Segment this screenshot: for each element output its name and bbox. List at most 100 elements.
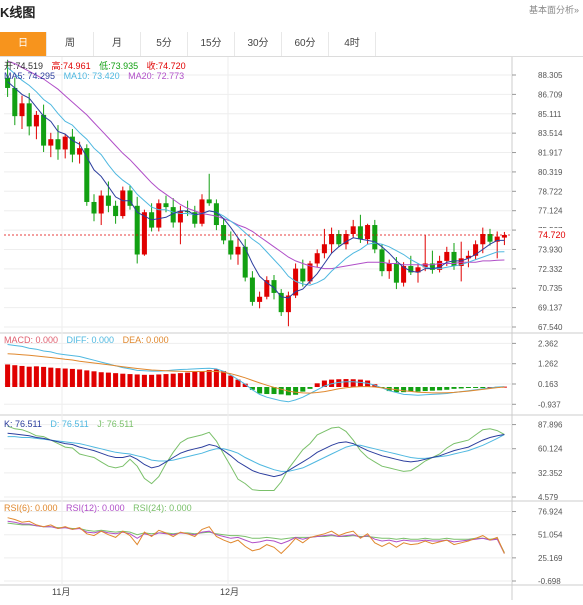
candle-body (98, 195, 104, 214)
macd-bar (141, 374, 147, 387)
tab-0[interactable]: 日 (0, 32, 47, 56)
macd-bar (235, 379, 241, 387)
rsi6-line (7, 517, 505, 555)
macd-bar (192, 371, 198, 387)
kdj-k-line (7, 432, 505, 478)
rsi12-value: RSI(12): 0.000 (66, 503, 125, 513)
candle-body (480, 233, 486, 245)
candle-body (372, 225, 378, 250)
rsi24-line (7, 522, 505, 553)
tab-2[interactable]: 月 (94, 32, 141, 56)
header: K线图 基本面分析» (0, 0, 583, 24)
tab-4[interactable]: 15分 (188, 32, 235, 56)
main-y-tick-label: 83.514 (538, 129, 563, 138)
main-y-tick-label: 81.917 (538, 149, 563, 158)
candle-body (336, 233, 342, 245)
macd-bar (91, 371, 97, 387)
candle-body (386, 263, 392, 272)
fundamental-analysis-link[interactable]: 基本面分析» (528, 5, 579, 15)
macd-bar (429, 387, 435, 391)
tab-6[interactable]: 60分 (282, 32, 329, 56)
macd-y-tick-label: 2.362 (538, 339, 559, 348)
macd-bar (113, 373, 119, 387)
main-y-tick-label: 70.735 (538, 284, 563, 293)
macd-bar (163, 374, 169, 387)
x-label-dec: 12月 (220, 587, 239, 597)
candle-body (300, 268, 306, 282)
main-y-tick-label: 80.319 (538, 168, 563, 177)
candle-body (487, 233, 493, 242)
rsi-y-tick-label: 76.924 (538, 508, 563, 517)
candle-body (199, 199, 205, 224)
macd-bar (120, 373, 126, 387)
ohlc-legend: 开:74.519 高:74.961 低:73.935 收:74.720 (4, 59, 192, 72)
candle-body (465, 255, 471, 259)
candle-body (163, 203, 169, 208)
rsi24-value: RSI(24): 0.000 (133, 503, 192, 513)
macd-bar (444, 387, 450, 390)
diff-value: DIFF: 0.000 (66, 335, 115, 345)
macd-bar (321, 380, 327, 387)
ma20-value: MA20: 72.773 (128, 71, 185, 81)
chart-area: 88.305 86.709 85.111 83.514 81.917 80.319 78.7… (0, 57, 583, 600)
candle-body (415, 267, 421, 273)
ma10-value: MA10: 73.420 (63, 71, 120, 81)
candle-body (473, 244, 479, 256)
ma5-line (7, 81, 505, 299)
kline-chart[interactable]: 88.305 86.709 85.111 83.514 81.917 80.319 78.7… (0, 57, 583, 600)
macd-bar (77, 369, 83, 387)
macd-bar (264, 387, 270, 395)
main-y-tick-label: 69.137 (538, 304, 563, 313)
macd-diff-line (7, 344, 505, 403)
macd-bar (228, 375, 234, 387)
macd-bar (41, 366, 47, 387)
ma20-line (7, 60, 505, 270)
macd-bar (33, 366, 39, 387)
candle-body (192, 212, 198, 224)
macd-bar (343, 379, 349, 387)
candle-body (206, 199, 212, 204)
candle-body (185, 210, 191, 213)
j-value: J: 76.511 (97, 419, 134, 429)
d-value: D: 76.511 (50, 419, 89, 429)
macd-bar (350, 379, 356, 387)
candle-body (26, 103, 32, 127)
open-value: 开:74.519 (4, 61, 44, 71)
main-y-tick-label: 72.332 (538, 265, 563, 274)
macd-bar (199, 371, 205, 387)
macd-bar (221, 371, 227, 387)
macd-bar (62, 368, 68, 387)
candle-body (494, 236, 500, 242)
candle-body (41, 114, 47, 146)
macd-bar (422, 387, 428, 392)
dea-value: DEA: 0.000 (122, 335, 169, 345)
tab-3[interactable]: 5分 (141, 32, 188, 56)
k-value: K: 76.511 (4, 419, 42, 429)
tab-7[interactable]: 4时 (329, 32, 376, 56)
macd-y-tick-label: -0.937 (538, 400, 561, 409)
main-y-tick-label: 85.111 (538, 110, 562, 119)
rsi-legend: RSI(6): 0.000 RSI(12): 0.000 RSI(24): 0.… (4, 503, 198, 513)
kdj-y-tick-label: 87.896 (538, 421, 563, 430)
candle-body (393, 263, 399, 283)
macd-bar (19, 365, 25, 387)
candle-body (379, 249, 385, 272)
macd-bar (473, 387, 479, 388)
macd-bar (278, 387, 284, 395)
tab-5[interactable]: 30分 (235, 32, 282, 56)
candle-body (451, 251, 457, 267)
candle-body (84, 148, 90, 202)
main-y-tick-label: 67.540 (538, 323, 563, 332)
candle-body (242, 246, 248, 278)
kdj-j-line (7, 425, 505, 491)
rsi-y-tick-label: 51.054 (538, 531, 563, 540)
candle-body (19, 103, 25, 117)
ma5-value: MA5: 74.295 (4, 71, 56, 81)
kdj-y-tick-label: 4.579 (538, 493, 559, 502)
candle-body (314, 253, 320, 264)
candle-body (401, 266, 407, 283)
macd-bar (12, 365, 18, 387)
tab-1[interactable]: 周 (47, 32, 94, 56)
kdj-y-tick-label: 32.352 (538, 469, 563, 478)
macd-bar (357, 379, 363, 387)
